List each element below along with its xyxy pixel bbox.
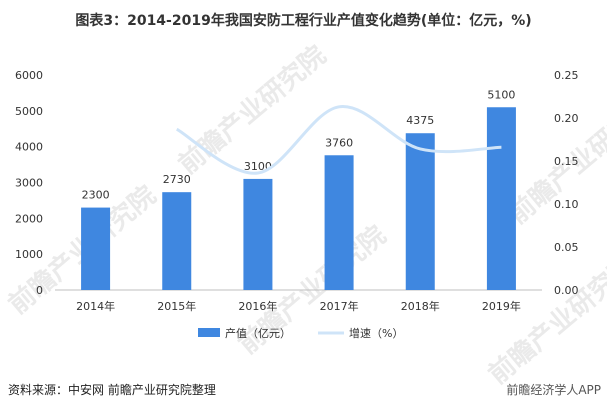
bar-value-label: 2300 bbox=[82, 189, 110, 202]
bar-2 bbox=[243, 178, 273, 290]
y-right-tick-label: 0.20 bbox=[554, 112, 579, 125]
bar-1 bbox=[162, 192, 192, 290]
y-left-tick-label: 3000 bbox=[15, 177, 43, 190]
bar-0 bbox=[81, 207, 111, 290]
bar-5 bbox=[486, 107, 516, 290]
legend-label-bar: 产值（亿元） bbox=[225, 326, 291, 340]
y-left-tick-label: 0 bbox=[36, 284, 43, 297]
y-right-tick-label: 0.10 bbox=[554, 198, 579, 211]
y-right-tick-label: 0.15 bbox=[554, 155, 579, 168]
source-note: 资料来源：中安网 前瞻产业研究院整理 bbox=[8, 383, 216, 397]
x-tick-label: 2015年 bbox=[157, 299, 196, 313]
legend-swatch-bar bbox=[198, 328, 220, 337]
x-tick-label: 2014年 bbox=[76, 299, 115, 313]
y-left-tick-label: 2000 bbox=[15, 212, 43, 225]
y-left-tick-label: 6000 bbox=[15, 69, 43, 82]
x-tick-label: 2018年 bbox=[401, 299, 440, 313]
chart-title: 图表3：2014-2019年我国安防工程行业产值变化趋势(单位：亿元，%) bbox=[75, 13, 532, 29]
x-tick-label: 2016年 bbox=[238, 299, 277, 313]
y-right-tick-label: 0.05 bbox=[554, 241, 579, 254]
bar-value-label: 3760 bbox=[325, 136, 353, 149]
legend-label-line: 增速（%） bbox=[349, 326, 403, 340]
x-tick-label: 2019年 bbox=[482, 299, 521, 313]
x-tick-label: 2017年 bbox=[320, 299, 359, 313]
y-left-tick-label: 4000 bbox=[15, 141, 43, 154]
bar-value-label: 4375 bbox=[406, 114, 434, 127]
growth-rate-line bbox=[175, 105, 502, 175]
y-right-tick-label: 0.25 bbox=[554, 69, 579, 82]
brand-label: 前瞻经济学人APP bbox=[506, 383, 601, 397]
bar-4 bbox=[405, 133, 435, 290]
bar-3 bbox=[324, 155, 354, 290]
bar-value-label: 2730 bbox=[163, 173, 191, 186]
bar-value-label: 5100 bbox=[487, 88, 515, 101]
y-left-tick-label: 5000 bbox=[15, 105, 43, 118]
y-left-tick-label: 1000 bbox=[15, 248, 43, 261]
y-right-tick-label: 0.00 bbox=[554, 284, 579, 297]
